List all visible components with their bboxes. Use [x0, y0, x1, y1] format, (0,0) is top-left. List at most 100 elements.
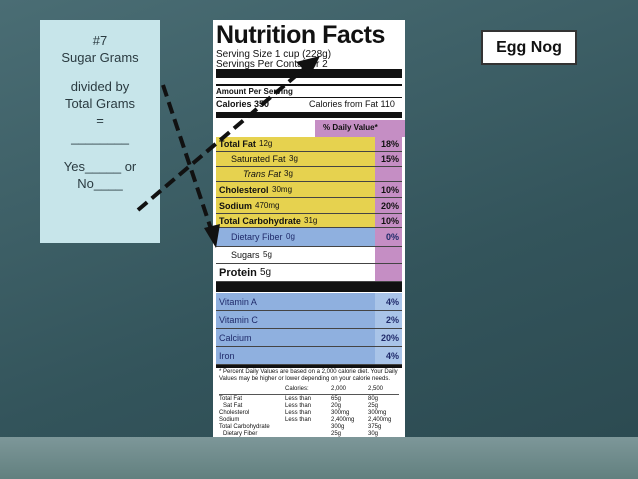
daily-value: 15% [380, 154, 399, 164]
nutrient-row: Total Carbohydrate 31g 10% [216, 214, 402, 228]
daily-value: 18% [380, 139, 399, 149]
dv-column [375, 247, 402, 263]
dv-column [375, 311, 402, 328]
arrow [136, 66, 307, 212]
table-header-cell: 2,500 [368, 386, 384, 392]
nutrient-amount: 30mg [272, 184, 293, 194]
table-cell: Sat Fat [223, 403, 243, 409]
badge: Egg Nog [481, 30, 577, 65]
note-line: No____ [77, 176, 123, 191]
daily-value: 20% [380, 200, 399, 211]
nutrient-row: Cholesterol 30mg 10% [216, 182, 402, 198]
daily-value: 4% [385, 350, 399, 361]
amount-per-serving: Amount Per Serving [216, 87, 293, 96]
table-cell: 25g [368, 403, 379, 409]
nutrient-name: Dietary Fiber [231, 232, 283, 242]
nutrient-name: Sodium [219, 200, 252, 211]
table-cell: 25g [331, 431, 342, 437]
dv-header-bg [315, 120, 405, 137]
daily-value: 0% [385, 232, 399, 242]
nutrient-row: Saturated Fat 3g 15% [216, 152, 402, 167]
thick-rule [216, 112, 402, 118]
nutrient-row: Total Fat 12g 18% [216, 137, 402, 152]
dv-header: % Daily Value* [323, 123, 378, 132]
nutrient-row: Sugars 5g [216, 247, 402, 264]
label-title: Nutrition Facts [216, 21, 385, 49]
daily-value: 4% [385, 296, 399, 307]
table-cell: Less than [285, 396, 312, 402]
nutrient-amount: 3g [284, 169, 293, 178]
table-cell: Total Fat [219, 396, 243, 402]
rule [216, 97, 402, 98]
nutrient-row: Trans Fat 3g [216, 167, 402, 182]
dv-column [375, 347, 402, 364]
rule [216, 84, 402, 86]
nutrient-row: Vitamin A 4% [216, 293, 402, 311]
dv-column [375, 182, 402, 197]
nutrient-name: Trans Fat [243, 169, 281, 179]
dv-column [375, 228, 402, 246]
table-cell: Less than [285, 403, 312, 409]
table-cell: 375g [368, 424, 382, 430]
arrow [161, 84, 214, 233]
table-cell: 30g [368, 431, 379, 437]
daily-value: 10% [380, 184, 399, 195]
table-cell: 300mg [368, 410, 387, 416]
dv-column [375, 198, 402, 213]
nutrient-row: Vitamin C 2% [216, 311, 402, 329]
table-cell: 300mg [331, 410, 350, 416]
nutrient-row: Sodium 470mg 20% [216, 198, 402, 214]
nutrient-name: Calcium [219, 332, 252, 343]
arrow-head [204, 224, 220, 248]
table-cell: 2,400mg [368, 417, 392, 423]
nutrient-name: Saturated Fat [231, 154, 286, 164]
table-cell: Sodium [219, 417, 240, 423]
nutrient-row: Protein 5g [216, 264, 402, 282]
nutrient-name: Total Carbohydrate [219, 215, 301, 226]
daily-value: 10% [380, 215, 399, 226]
nutrient-amount: 3g [289, 154, 298, 163]
footnote: * Percent Daily Values are based on a 2,… [219, 369, 398, 382]
nutrient-name: Vitamin C [219, 314, 258, 325]
table-cell: Cholesterol [219, 410, 250, 416]
table-cell: 80g [368, 396, 379, 402]
nutrient-name: Protein [219, 266, 257, 279]
rule [216, 365, 402, 368]
nutrient-amount: 0g [286, 232, 295, 241]
table-header-cell: 2,000 [331, 386, 347, 392]
dv-column [375, 137, 402, 151]
nutrient-name: Sugars [231, 250, 260, 260]
table-cell: Dietary Fiber [223, 431, 258, 437]
note-line: divided by [70, 79, 130, 94]
nutrient-row: Iron 4% [216, 347, 402, 365]
note-line: Sugar Grams [61, 50, 139, 65]
servings: Servings Per Container 2 [216, 59, 328, 70]
nutrient-amount: 31g [304, 215, 318, 225]
note-box: #7 Sugar Grams divided by Total Grams = _____… [40, 20, 160, 243]
bottom-strip [0, 437, 638, 479]
rule [219, 394, 399, 395]
nutrition-label: Nutrition Facts Serving Size 1 cup (228g… [213, 20, 405, 437]
calories-from-fat: Calories from Fat 110 [309, 99, 395, 109]
nutrient-amount: 470mg [255, 200, 280, 210]
nutrient-name: Vitamin A [219, 296, 257, 307]
daily-value: 2% [385, 314, 399, 325]
nutrient-row: Dietary Fiber 0g 0% [216, 228, 402, 247]
note-line: ________ [71, 130, 129, 145]
table-cell: 2,400mg [331, 417, 355, 423]
note-line: #7 [92, 33, 108, 48]
dv-column [375, 329, 402, 346]
dv-column [375, 167, 402, 181]
nutrient-row: Calcium 20% [216, 329, 402, 347]
nutrient-amount: 12g [259, 139, 273, 148]
dv-column [375, 152, 402, 166]
arrow-head [296, 56, 320, 76]
dv-column [375, 293, 402, 310]
thick-rule [216, 282, 402, 292]
table-cell: 65g [331, 396, 342, 402]
calories: Calories 350 [216, 99, 270, 109]
nutrient-name: Total Fat [219, 139, 256, 149]
table-cell: 20g [331, 403, 342, 409]
note-line: Total Grams [64, 96, 136, 111]
